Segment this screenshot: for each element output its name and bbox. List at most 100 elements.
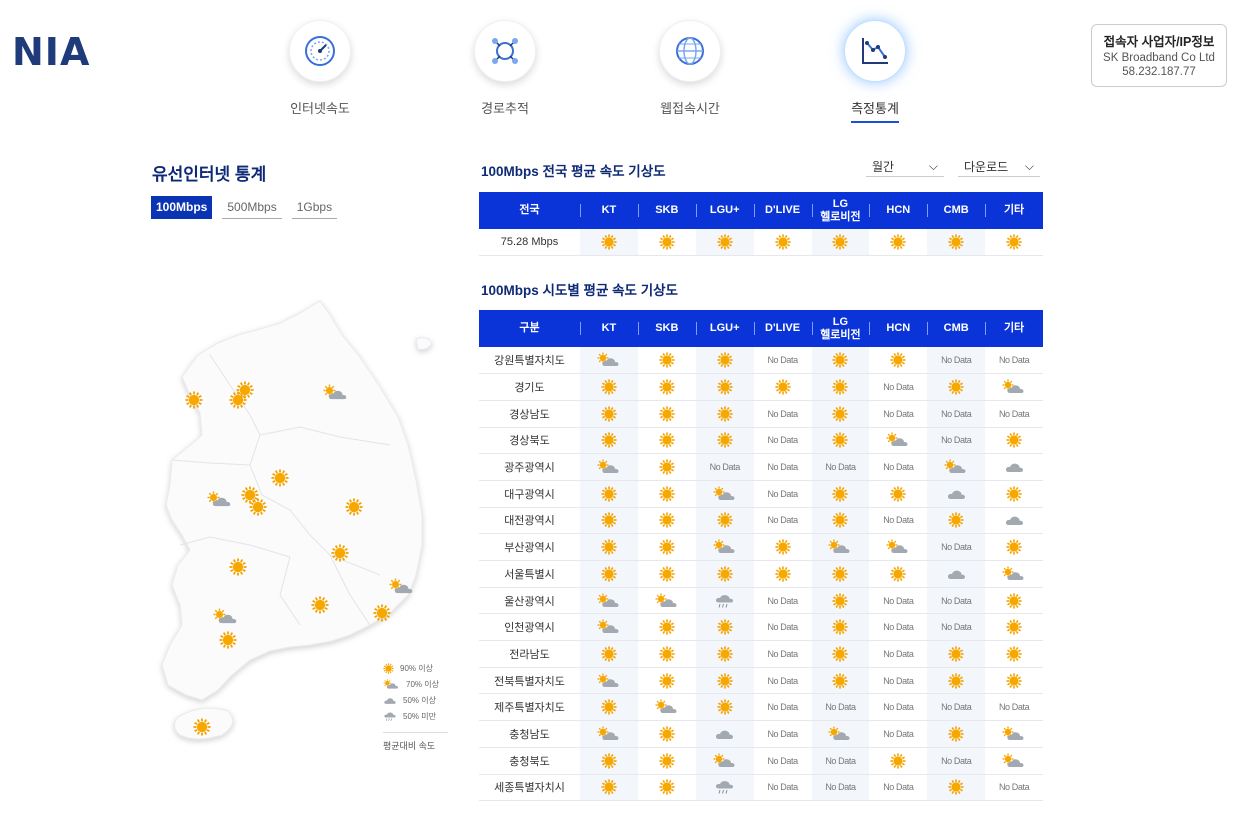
- weather-cell: [811, 507, 870, 535]
- sun-icon: [948, 779, 964, 795]
- map-marker-sun-cloud-icon[interactable]: [213, 608, 237, 624]
- weather-cell: [637, 774, 696, 802]
- weather-cell: [637, 560, 696, 588]
- no-data-label: No Data: [927, 400, 986, 428]
- map-marker-sun-icon[interactable]: [241, 486, 259, 504]
- weather-cell: [811, 480, 870, 508]
- sun-icon: [659, 726, 675, 742]
- table-row: 울산광역시 No Data No Data No Data: [479, 587, 1043, 615]
- sun-icon: [948, 234, 964, 250]
- weather-cell: [927, 774, 986, 802]
- sun-icon: [659, 566, 675, 582]
- map-marker-sun-icon[interactable]: [193, 718, 211, 736]
- weather-cell: [695, 613, 754, 642]
- table-row: 서울특별시: [479, 560, 1043, 588]
- no-data-label: No Data: [811, 774, 870, 802]
- weather-cell: [927, 560, 986, 588]
- nav-internet-speed[interactable]: 인터넷속도: [255, 20, 385, 121]
- weather-cell: [985, 533, 1043, 561]
- sun-cloud-icon: [655, 593, 677, 607]
- weather-cell: [985, 373, 1043, 401]
- weather-cell: [580, 587, 638, 615]
- weather-cell: [580, 453, 638, 481]
- cloud-icon: [1005, 517, 1023, 526]
- map-marker-sun-cloud-icon[interactable]: [207, 491, 231, 507]
- sun-cloud-icon: [597, 726, 619, 740]
- sun-icon: [717, 619, 733, 635]
- map-marker-sun-cloud-icon[interactable]: [389, 578, 413, 594]
- weather-cell: [695, 533, 754, 561]
- map-marker-sun-icon[interactable]: [345, 498, 363, 516]
- sun-icon: [601, 432, 617, 449]
- weather-cell: [695, 587, 754, 615]
- map-marker-sun-icon[interactable]: [271, 469, 289, 487]
- legend-footer: 평균대비 속도: [383, 732, 448, 752]
- sun-icon: [890, 753, 906, 769]
- weather-cell: [637, 720, 696, 748]
- chevron-down-icon: ⌵: [1024, 159, 1034, 173]
- nav-label: 인터넷속도: [290, 101, 350, 116]
- sun-icon: [1006, 432, 1022, 449]
- sun-icon: [832, 352, 849, 368]
- period-select[interactable]: 월간 ⌵: [866, 157, 944, 177]
- weather-cell: [637, 480, 696, 508]
- weather-cell: [869, 229, 928, 257]
- speed-tab-500mbps[interactable]: 500Mbps: [222, 196, 282, 219]
- sun-icon: [659, 459, 675, 475]
- cloud-icon: [384, 697, 396, 704]
- sun-icon: [832, 379, 849, 395]
- direction-select[interactable]: 다운로드 ⌵: [958, 157, 1040, 177]
- sun-icon: [659, 779, 675, 795]
- nia-logo[interactable]: NIA: [12, 30, 91, 74]
- speed-tab-100mbps[interactable]: 100Mbps: [151, 196, 213, 219]
- speed-tab-1gbps[interactable]: 1Gbps: [291, 196, 338, 219]
- table-row: 세종특별자치시 No Data No Data No Data No Data: [479, 774, 1043, 802]
- region-name: 전북특별자치도: [479, 667, 580, 695]
- map-legend: 90% 이상 70% 이상 50% 이상 50% 미만 평균대비 속도: [383, 660, 448, 752]
- sun-cloud-icon: [597, 352, 619, 367]
- nav-label: 측정통계: [851, 98, 899, 123]
- sun-icon: [601, 406, 617, 422]
- weather-cell: [869, 533, 928, 561]
- sun-icon: [601, 566, 617, 582]
- map-marker-sun-icon[interactable]: [311, 596, 329, 614]
- map-marker-sun-icon[interactable]: [373, 604, 391, 622]
- regional-weather-title: 100Mbps 시도별 평균 속도 기상도: [481, 283, 678, 298]
- map-marker-sun-icon[interactable]: [229, 558, 247, 576]
- sun-cloud-icon: [1002, 726, 1024, 740]
- national-header-5: LG 헬로비전: [811, 192, 870, 229]
- weather-cell: [695, 480, 754, 508]
- map-marker-sun-cloud-icon[interactable]: [323, 384, 347, 400]
- weather-cell: [927, 373, 986, 401]
- weather-cell: [985, 229, 1043, 257]
- regional-header-4: D'LIVE: [753, 310, 812, 347]
- nav-web-access-time[interactable]: 웹접속시간: [625, 20, 755, 121]
- map-marker-sun-icon[interactable]: [236, 381, 254, 399]
- sun-cloud-icon: [944, 459, 966, 474]
- no-data-label: No Data: [753, 507, 812, 535]
- nav-route-trace[interactable]: 경로추적: [440, 20, 570, 121]
- sun-icon: [601, 234, 617, 250]
- map-marker-sun-icon[interactable]: [331, 544, 349, 562]
- nav-label: 웹접속시간: [660, 101, 720, 116]
- sun-cloud-icon: [828, 539, 850, 554]
- sun-cloud-icon: [713, 486, 735, 500]
- weather-cell: [695, 347, 754, 375]
- sun-icon: [832, 512, 849, 529]
- weather-cell: [580, 774, 638, 802]
- sun-icon: [717, 512, 733, 529]
- weather-cell: [753, 533, 812, 561]
- sun-icon: [1006, 486, 1022, 502]
- map-marker-sun-icon[interactable]: [219, 631, 237, 649]
- national-average-value: 75.28 Mbps: [479, 229, 580, 257]
- sun-cloud-icon: [713, 539, 735, 554]
- map-marker-sun-icon[interactable]: [185, 391, 203, 409]
- sun-icon: [659, 234, 675, 250]
- region-name: 울산광역시: [479, 587, 580, 615]
- sun-icon: [717, 234, 733, 250]
- regional-header-6: HCN: [869, 310, 928, 347]
- map-marker-sun-icon[interactable]: [249, 498, 267, 516]
- nav-statistics[interactable]: 측정통계: [810, 20, 940, 123]
- table-row: 경기도 No Data: [479, 373, 1043, 401]
- regional-header-2: SKB: [637, 310, 696, 347]
